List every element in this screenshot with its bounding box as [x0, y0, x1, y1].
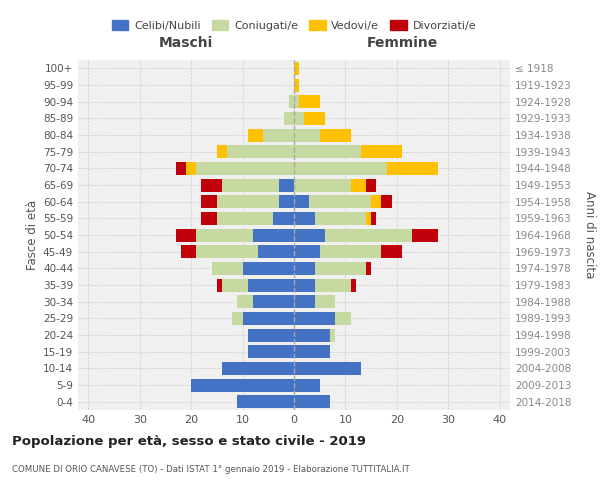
Bar	[202, 178, 222, 192]
Bar	[248, 328, 294, 342]
Bar	[294, 112, 304, 125]
Bar	[238, 295, 253, 308]
Bar	[294, 328, 330, 342]
Bar	[350, 278, 356, 291]
Bar	[202, 195, 217, 208]
Bar	[366, 212, 371, 225]
Bar	[263, 128, 294, 141]
Bar	[232, 312, 242, 325]
Bar	[294, 228, 325, 241]
Bar	[294, 362, 361, 375]
Bar	[294, 245, 320, 258]
Bar	[212, 262, 242, 275]
Bar	[248, 345, 294, 358]
Bar	[253, 228, 294, 241]
Bar	[294, 78, 299, 92]
Bar	[325, 228, 412, 241]
Bar	[320, 128, 350, 141]
Text: COMUNE DI ORIO CANAVESE (TO) - Dati ISTAT 1° gennaio 2019 - Elaborazione TUTTITA: COMUNE DI ORIO CANAVESE (TO) - Dati ISTA…	[12, 465, 410, 474]
Bar	[294, 145, 361, 158]
Bar	[248, 278, 294, 291]
Bar	[294, 295, 314, 308]
Bar	[294, 395, 330, 408]
Bar	[274, 212, 294, 225]
Bar	[386, 162, 438, 175]
Bar	[294, 312, 335, 325]
Bar	[294, 262, 314, 275]
Bar	[304, 112, 325, 125]
Bar	[222, 362, 294, 375]
Bar	[191, 378, 294, 392]
Bar	[366, 178, 376, 192]
Bar	[294, 62, 299, 75]
Bar	[176, 162, 186, 175]
Bar	[294, 345, 330, 358]
Bar	[314, 295, 335, 308]
Bar	[310, 195, 371, 208]
Bar	[176, 228, 196, 241]
Bar	[294, 195, 310, 208]
Bar	[335, 312, 350, 325]
Bar	[294, 378, 320, 392]
Bar	[278, 178, 294, 192]
Bar	[227, 145, 294, 158]
Bar	[289, 95, 294, 108]
Legend: Celibi/Nubili, Coniugati/e, Vedovi/e, Divorziati/e: Celibi/Nubili, Coniugati/e, Vedovi/e, Di…	[109, 16, 479, 34]
Bar	[361, 145, 402, 158]
Bar	[202, 212, 217, 225]
Bar	[294, 128, 320, 141]
Bar	[248, 128, 263, 141]
Bar	[186, 162, 196, 175]
Bar	[284, 112, 294, 125]
Bar	[412, 228, 438, 241]
Bar	[314, 212, 366, 225]
Bar	[294, 212, 314, 225]
Text: Popolazione per età, sesso e stato civile - 2019: Popolazione per età, sesso e stato civil…	[12, 435, 366, 448]
Bar	[350, 178, 366, 192]
Bar	[217, 212, 274, 225]
Bar	[242, 262, 294, 275]
Bar	[222, 278, 248, 291]
Bar	[299, 95, 320, 108]
Bar	[196, 245, 258, 258]
Bar	[294, 162, 386, 175]
Bar	[314, 262, 366, 275]
Bar	[258, 245, 294, 258]
Bar	[371, 212, 376, 225]
Bar	[330, 328, 335, 342]
Bar	[371, 195, 382, 208]
Bar	[278, 195, 294, 208]
Bar	[366, 262, 371, 275]
Bar	[196, 162, 294, 175]
Bar	[217, 145, 227, 158]
Bar	[217, 195, 278, 208]
Bar	[222, 178, 278, 192]
Bar	[196, 228, 253, 241]
Bar	[242, 312, 294, 325]
Bar	[294, 95, 299, 108]
Bar	[294, 178, 350, 192]
Bar	[294, 278, 314, 291]
Y-axis label: Anni di nascita: Anni di nascita	[583, 192, 596, 278]
Text: Femmine: Femmine	[367, 36, 437, 50]
Bar	[314, 278, 350, 291]
Bar	[238, 395, 294, 408]
Bar	[253, 295, 294, 308]
Bar	[217, 278, 222, 291]
Bar	[181, 245, 196, 258]
Bar	[382, 195, 392, 208]
Bar	[382, 245, 402, 258]
Text: Maschi: Maschi	[159, 36, 213, 50]
Y-axis label: Fasce di età: Fasce di età	[26, 200, 39, 270]
Bar	[320, 245, 382, 258]
